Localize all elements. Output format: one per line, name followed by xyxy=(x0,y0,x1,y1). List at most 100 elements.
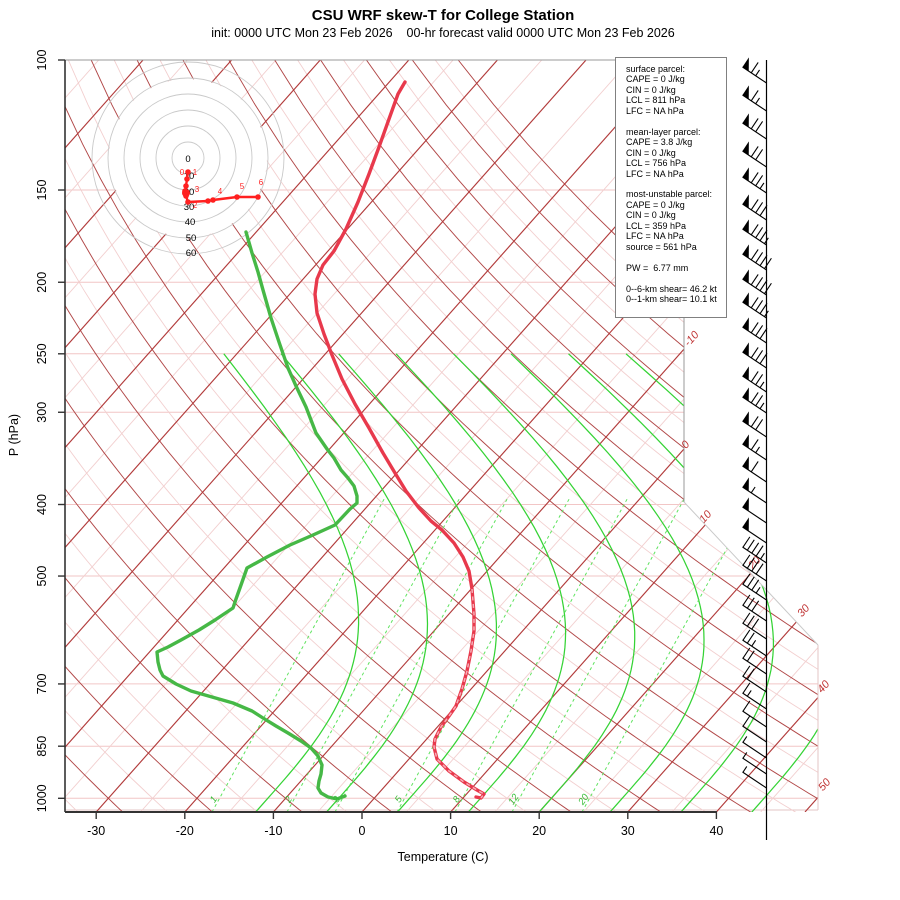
y-tick-label: 700 xyxy=(35,673,49,694)
wind-barb xyxy=(742,573,767,601)
hodograph-point xyxy=(255,194,261,200)
hodograph-point-label: 5 xyxy=(240,182,245,191)
wind-barb-column xyxy=(742,57,772,840)
hodograph-ring-label: 10 xyxy=(184,171,195,182)
wind-barb xyxy=(742,554,767,582)
wind-barb xyxy=(742,167,767,194)
wind-barb xyxy=(742,477,767,504)
isotherm-label: 0 xyxy=(679,438,693,451)
wind-barb xyxy=(742,647,767,675)
wind-barb xyxy=(742,736,767,759)
dewpoint-trace xyxy=(155,230,359,801)
isotherm-label: 30 xyxy=(795,602,813,620)
y-tick-label: 250 xyxy=(35,343,49,364)
wind-barb xyxy=(742,594,767,622)
hodograph-point xyxy=(205,198,211,204)
hodograph-ring xyxy=(139,109,237,207)
hodograph-point xyxy=(185,169,191,175)
hodograph-ring-label: 60 xyxy=(186,248,197,259)
hodograph-point-label: 1 xyxy=(193,168,198,177)
hodograph: 01020304050600123456 xyxy=(91,61,285,259)
wind-barb xyxy=(742,194,768,221)
hodograph-trace xyxy=(183,171,258,204)
wind-barb xyxy=(742,57,767,84)
y-tick-label: 150 xyxy=(35,180,49,201)
y-tick-label: 200 xyxy=(35,272,49,293)
y-tick-label: 500 xyxy=(35,566,49,587)
wind-barb xyxy=(742,342,768,369)
x-tick-label: 10 xyxy=(444,824,458,838)
sounding-traces xyxy=(155,80,486,801)
x-axis-title: Temperature (C) xyxy=(397,850,489,864)
wind-barb xyxy=(742,141,767,168)
hodograph-point xyxy=(234,194,240,200)
wind-barb xyxy=(742,317,768,344)
parcel-info-box: surface parcel: CAPE = 0 J/kg CIN = 0 J/… xyxy=(615,57,727,318)
mixing-ratio-label: 1 xyxy=(208,794,220,805)
x-tick-label: 40 xyxy=(709,824,723,838)
wind-barb xyxy=(742,700,767,728)
hodograph-point xyxy=(210,197,216,203)
x-tick-label: 30 xyxy=(621,824,635,838)
hodograph-ring-label: 50 xyxy=(186,233,197,244)
wind-barb xyxy=(742,517,767,544)
wind-barb xyxy=(742,612,767,640)
isobar-lines xyxy=(65,60,818,811)
hodograph-ring xyxy=(123,93,253,223)
moist-adiabat-lines xyxy=(223,353,818,812)
wind-barb xyxy=(742,292,769,319)
x-tick-label: 0 xyxy=(359,824,366,838)
wind-barb xyxy=(742,219,769,246)
wind-barb xyxy=(742,411,767,438)
wind-barb xyxy=(742,629,767,657)
mixing-ratio-label: 8 xyxy=(451,794,463,805)
hodograph-point-label: 6 xyxy=(259,178,264,187)
wind-barb xyxy=(742,366,767,393)
mixing-ratio-label: 5 xyxy=(393,794,405,805)
hodograph-ring xyxy=(107,77,269,239)
x-tick-label: -10 xyxy=(264,824,282,838)
hodograph-ring-label: 30 xyxy=(184,202,195,213)
wind-barb xyxy=(742,269,772,296)
wind-barb xyxy=(742,387,767,414)
hodograph-ring xyxy=(91,61,285,255)
x-tick-label: -20 xyxy=(176,824,194,838)
hodograph-point-label: 3 xyxy=(195,185,200,194)
x-tick-label: 20 xyxy=(532,824,546,838)
y-tick-label: 400 xyxy=(35,494,49,515)
x-tick-label: -30 xyxy=(87,824,105,838)
y-tick-label: 850 xyxy=(35,736,49,757)
wind-barb xyxy=(742,665,767,693)
wind-barb xyxy=(742,456,767,483)
y-tick-label: 100 xyxy=(35,50,49,71)
wind-barb xyxy=(742,85,767,112)
page-title: CSU WRF skew-T for College Station xyxy=(311,7,575,24)
y-axis-title: P (hPa) xyxy=(7,413,21,457)
isotherm-label: 10 xyxy=(697,508,715,526)
wind-barb xyxy=(742,536,767,564)
hodograph-ring-label: 0 xyxy=(185,154,190,165)
wind-barb xyxy=(742,497,767,524)
wind-barb xyxy=(742,113,767,140)
page-subtitle: init: 0000 UTC Mon 23 Feb 2026 00-hr for… xyxy=(211,26,675,40)
hodograph-ring-label: 40 xyxy=(185,217,196,228)
wind-barb xyxy=(742,244,772,271)
wind-barb xyxy=(742,752,767,775)
y-tick-label: 300 xyxy=(35,402,49,423)
temperature-trace xyxy=(313,80,486,800)
parcel-trace xyxy=(433,588,486,799)
wind-barb xyxy=(742,715,767,743)
hodograph-point xyxy=(184,176,190,182)
isotherm-label: -10 xyxy=(682,328,702,349)
isotherm-label: 50 xyxy=(816,776,834,794)
mixing-ratio-label: 3 xyxy=(331,794,343,805)
mixing-ratio-label: 12 xyxy=(506,792,521,808)
hodograph-point-label: 0 xyxy=(180,168,185,177)
mixing-ratio-label: 2 xyxy=(282,794,295,806)
hodograph-point xyxy=(185,199,191,205)
hodograph-point-label: 2 xyxy=(193,201,198,210)
